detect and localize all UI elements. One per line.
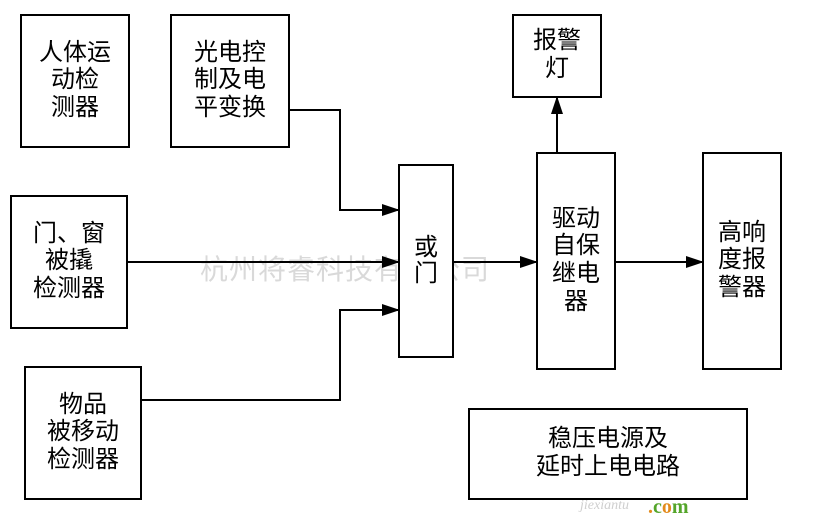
block-label: 人体运 动检 测器	[37, 40, 114, 123]
block-label: 高响度报警器	[716, 220, 769, 303]
block-relay: 驱动自保继电器	[536, 152, 616, 370]
block-label: 报警 灯	[531, 28, 584, 83]
block-siren: 高响度报警器	[702, 152, 782, 370]
block-label: 或门	[414, 235, 438, 288]
block-label: 光电控 制及电 平变换	[192, 40, 269, 123]
block-label: 物品 被移动 检测器	[45, 392, 122, 475]
block-alarm-lamp: 报警 灯	[512, 14, 602, 98]
block-motion-detector: 人体运 动检 测器	[20, 14, 130, 148]
block-label: 稳压电源及 延时上电电路	[536, 426, 680, 481]
watermark-jiexiantu: jiexiantu	[580, 498, 629, 514]
block-power-supply: 稳压电源及 延时上电电路	[468, 408, 748, 500]
block-label: 驱动自保继电器	[550, 206, 603, 316]
block-object-moved-detector: 物品 被移动 检测器	[24, 366, 142, 500]
edge-object-to-or	[142, 310, 398, 400]
block-label: 门、窗 被撬 检测器	[31, 221, 108, 304]
block-photo-control: 光电控 制及电 平变换	[170, 14, 290, 148]
edge-photo-to-or	[290, 110, 398, 210]
block-or-gate: 或门	[398, 164, 454, 358]
block-door-window-detector: 门、窗 被撬 检测器	[10, 195, 128, 329]
